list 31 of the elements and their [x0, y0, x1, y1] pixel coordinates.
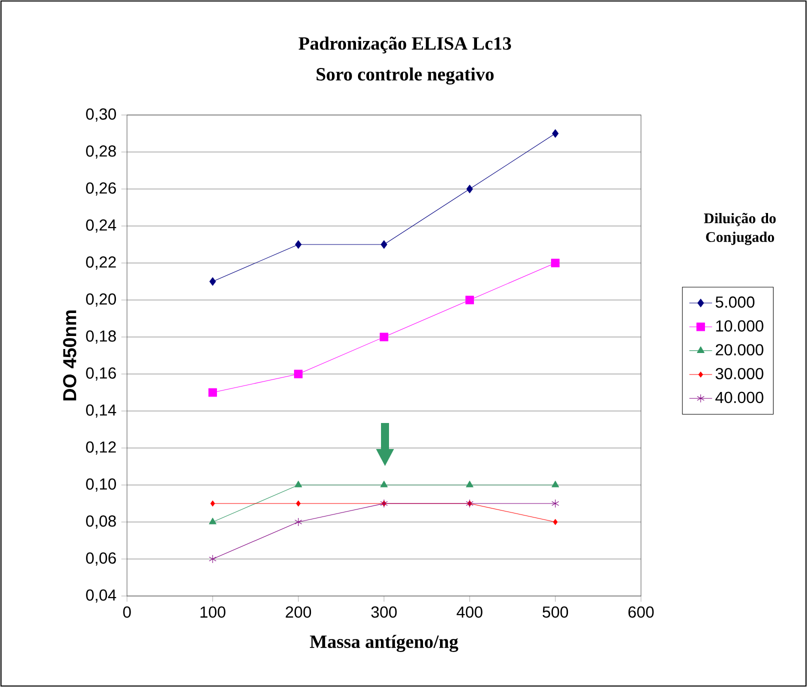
y-tick-label: 0,20: [86, 293, 116, 307]
x-tick-label: 600: [628, 606, 654, 618]
legend-label: 40.000: [715, 392, 764, 404]
legend-label: 30.000: [716, 368, 764, 380]
y-tick-label: 0,16: [86, 367, 116, 381]
y-tick-label: 0,04: [86, 589, 116, 603]
y-tick-label: 0,28: [86, 145, 116, 159]
chart-title: Padronização ELISA Lc13: [298, 36, 512, 54]
y-tick-label: 0,30: [86, 108, 116, 122]
x-tick-label: 100: [200, 606, 226, 618]
y-axis-title: DO 450nm: [63, 310, 76, 400]
legend-label: 10.000: [716, 320, 764, 332]
x-tick-label: 500: [542, 606, 568, 618]
y-tick-label: 0,06: [86, 552, 116, 566]
y-tick-label: 0,22: [86, 256, 116, 270]
x-tick-label: 200: [286, 606, 312, 618]
y-tick-label: 0,18: [86, 330, 116, 344]
x-tick-label: 0: [123, 606, 131, 618]
y-tick-label: 0,08: [86, 515, 116, 529]
y-tick-label: 0,24: [86, 219, 116, 233]
y-tick-label: 0,12: [86, 441, 116, 455]
legend-title: Diluição do Conjugado: [704, 212, 776, 246]
y-tick-label: 0,26: [86, 182, 116, 196]
x-tick-label: 400: [456, 606, 482, 618]
x-axis-title: Massa antígeno/ng: [310, 634, 458, 652]
legend-label: 5.000: [716, 296, 754, 308]
legend-label: 20.000: [716, 344, 764, 356]
x-tick-label: 300: [371, 606, 397, 618]
y-tick-label: 0,14: [86, 404, 116, 418]
chart-subtitle: Soro controle negativo: [316, 67, 494, 85]
y-tick-label: 0,10: [86, 478, 116, 492]
